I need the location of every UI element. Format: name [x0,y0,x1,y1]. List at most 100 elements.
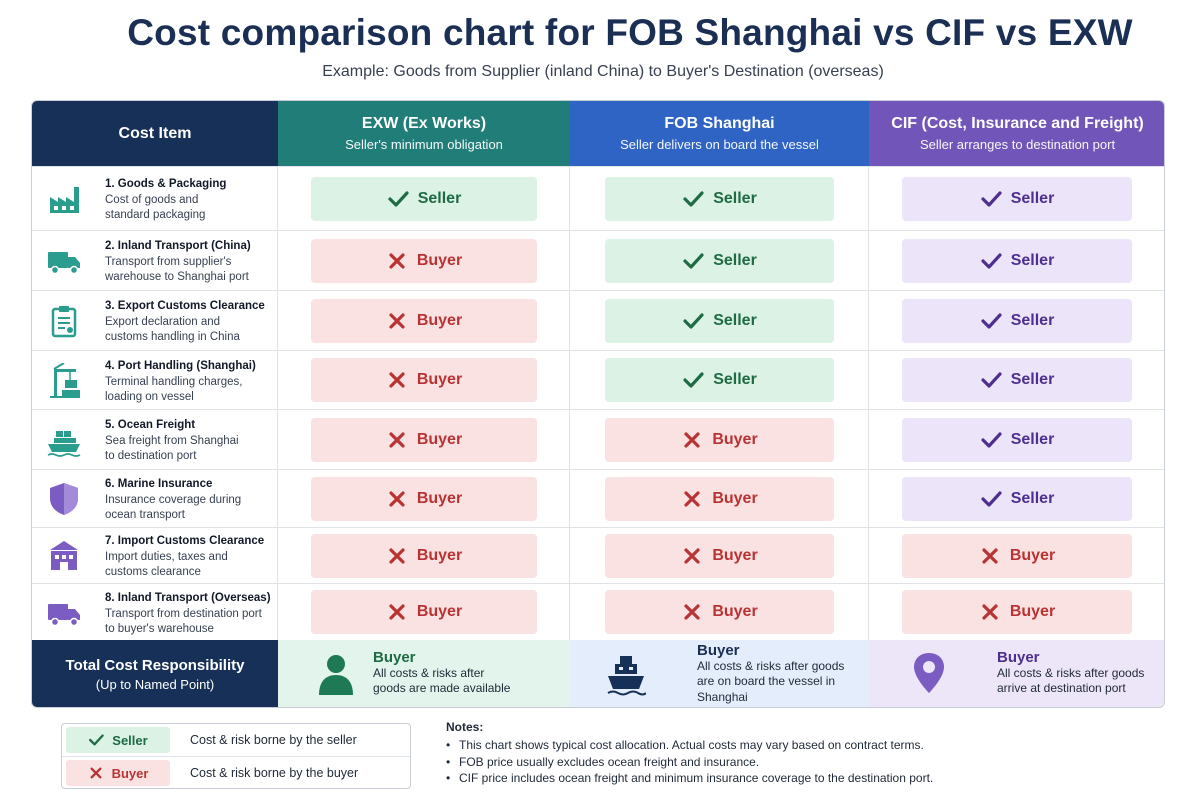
responsibility-label: Seller [713,251,757,269]
person-icon [319,655,353,695]
total-cif-text: Buyer All costs & risks after goods arri… [997,650,1144,697]
total-cif-line2: arrive at destination port [997,681,1126,695]
total-label-sub: (Up to Named Point) [95,677,215,692]
note-item: This chart shows typical cost allocation… [446,737,1166,754]
cost-item-cell: 4. Port Handling (Shanghai) Terminal han… [32,351,278,409]
header-exw-label: EXW (Ex Works) [361,115,487,132]
customs-building-icon [50,541,78,570]
responsibility-label: Seller [713,311,757,329]
responsibility-pill: Buyer [311,533,537,578]
cost-item-name: 4. Port Handling (Shanghai) [105,360,256,372]
table-row: 1. Goods & Packaging Cost of goods and s… [32,166,1164,230]
legend-seller-pill: Seller [66,727,170,753]
responsibility-pill: Buyer [605,476,834,521]
responsibility-label: Seller [1010,489,1055,507]
cross-icon [389,431,405,448]
header-fob-sub: Seller delivers on board the vessel [620,137,819,152]
cost-item-cell: 7. Import Customs Clearance Import dutie… [32,528,278,583]
header-cost-item: Cost Item [32,101,278,166]
cost-item-text: 2. Inland Transport (China) Transport fr… [105,239,277,286]
responsibility-label: Buyer [712,430,758,448]
header-fob: FOB Shanghai Seller delivers on board th… [570,101,869,166]
cost-item-desc: Import duties, taxes and [105,550,228,563]
responsibility-label: Seller [1010,371,1055,388]
responsibility-pill: Buyer [902,590,1132,634]
cell-fob: Seller [570,167,869,230]
cell-fob: Buyer [570,528,869,583]
responsibility-label: Seller [1010,430,1055,448]
responsibility-label: Seller [1010,251,1055,269]
header-fob-label: FOB Shanghai [664,115,775,132]
legend-seller: Seller Cost & risk borne by the seller [62,724,410,756]
table-row: 6. Marine Insurance Insurance coverage d… [32,469,1164,527]
cross-icon [389,604,405,620]
cost-item-text: 1. Goods & Packaging Cost of goods and s… [105,177,277,224]
cost-item-name: 8. Inland Transport (Overseas) [105,592,271,604]
notes: Notes: This chart shows typical cost all… [446,720,1166,787]
responsibility-pill: Seller [902,476,1132,521]
total-fob-line1: All costs & risks after goods [697,658,845,673]
total-fob-line2: are on board the vessel in [697,674,836,688]
cost-item-cell: 1. Goods & Packaging Cost of goods and s… [32,167,278,230]
responsibility-label: Buyer [416,311,463,329]
responsibility-label: Buyer [416,603,463,620]
table-row: 3. Export Customs Clearance Export decla… [32,290,1164,350]
header-exw: EXW (Ex Works) Seller's minimum obligati… [278,101,570,166]
responsibility-label: Buyer [416,546,463,564]
cost-item-cell: 3. Export Customs Clearance Export decla… [32,291,278,350]
responsibility-pill: Seller [902,358,1132,402]
check-icon [981,490,1002,507]
cell-cif: Seller [869,410,1164,469]
header-cif-label: CIF (Cost, Insurance and Freight) [891,115,1144,132]
cost-item-desc: Terminal handling charges, [105,375,243,388]
check-icon [683,190,704,207]
cargo-ship-icon [47,431,81,457]
table-row: 4. Port Handling (Shanghai) Terminal han… [32,350,1164,409]
responsibility-pill: Buyer [605,533,834,578]
table-row: 8. Inland Transport (Overseas) Transport… [32,583,1164,640]
cell-cif: Buyer [869,528,1164,583]
chart-subtitle: Example: Goods from Supplier (inland Chi… [322,63,884,80]
clipboard-icon [51,306,77,338]
responsibility-label: Buyer [1009,603,1056,620]
cell-exw: Buyer [278,470,570,527]
cost-item-desc: loading on vessel [105,391,194,403]
table-row: 7. Import Customs Clearance Import dutie… [32,527,1164,583]
cross-icon [389,547,405,564]
total-exw-who: Buyer [373,649,416,666]
cross-icon [684,547,700,564]
cost-item-name: 3. Export Customs Clearance [105,300,265,312]
total-fob-who: Buyer [697,642,740,659]
cell-fob: Buyer [570,584,869,640]
cell-exw: Seller [278,167,570,230]
responsibility-pill: Buyer [311,238,537,283]
cross-icon [389,252,405,269]
cost-item-desc: Transport from supplier's [105,255,232,268]
responsibility-label: Buyer [712,546,758,564]
note-item: FOB price usually excludes ocean freight… [446,754,1166,771]
check-icon [981,252,1002,269]
cell-exw: Buyer [278,528,570,583]
responsibility-pill: Seller [902,417,1132,462]
cost-item-name: 5. Ocean Freight [105,419,196,431]
cost-item-text: 8. Inland Transport (Overseas) Transport… [105,591,277,638]
cell-fob: Seller [570,231,869,290]
port-crane-icon [50,363,80,398]
total-cif-who: Buyer [997,649,1040,666]
responsibility-pill: Seller [311,176,537,221]
legend-buyer: Buyer Cost & risk borne by the buyer [62,756,410,788]
cost-item-text: 5. Ocean Freight Sea freight from Shangh… [105,418,277,465]
total-exw-line2: goods are made available [373,681,511,695]
cell-cif: Seller [869,291,1164,350]
responsibility-pill: Buyer [605,590,834,634]
responsibility-pill: Buyer [605,417,834,462]
truck-icon [48,604,80,627]
check-icon [683,372,704,388]
chart-title: Cost comparison chart for FOB Shanghai v… [127,12,1133,53]
total-label-title: Total Cost Responsibility [65,657,245,674]
cost-item-cell: 5. Ocean Freight Sea freight from Shangh… [32,410,278,469]
cost-item-name: 1. Goods & Packaging [105,178,227,190]
legend-seller-label: Seller [112,732,148,748]
cross-icon [90,767,102,779]
responsibility-pill: Buyer [311,417,537,462]
